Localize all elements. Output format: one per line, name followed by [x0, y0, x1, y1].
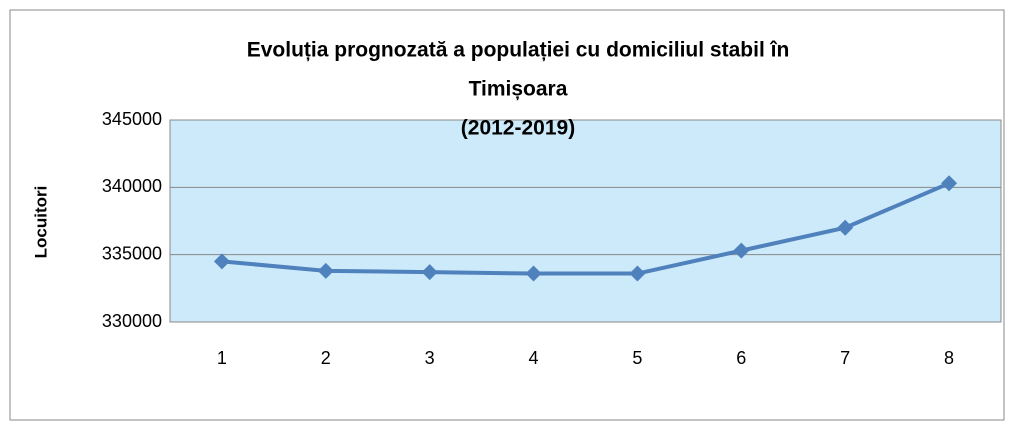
- x-tick-label: 8: [944, 348, 954, 368]
- y-tick-label: 345000: [102, 109, 162, 129]
- y-tick-label: 335000: [102, 243, 162, 263]
- data-point: [733, 242, 750, 259]
- chart-title: (2012-2019): [461, 117, 575, 140]
- x-tick-label: 7: [840, 348, 850, 368]
- y-axis-label: Locuitori: [31, 186, 50, 259]
- chart-title: Evoluția prognozată a populației cu domi…: [247, 39, 790, 62]
- x-tick-label: 2: [321, 348, 331, 368]
- data-point: [213, 253, 230, 270]
- plot-area: [169, 119, 1002, 323]
- x-tick-label: 4: [529, 348, 539, 368]
- x-tick-label: 1: [217, 348, 227, 368]
- data-point: [525, 265, 542, 282]
- chart-title: Timișoara: [469, 78, 568, 101]
- x-tick-label: 6: [736, 348, 746, 368]
- y-tick-label: 340000: [102, 176, 162, 196]
- data-point: [629, 265, 646, 282]
- data-line: [221, 181, 950, 276]
- x-tick-label: 3: [425, 348, 435, 368]
- data-point: [317, 262, 334, 279]
- y-tick-label: 330000: [102, 311, 162, 331]
- x-tick-label: 5: [632, 348, 642, 368]
- data-point: [837, 219, 854, 236]
- data-point: [941, 175, 958, 192]
- data-point: [421, 264, 438, 281]
